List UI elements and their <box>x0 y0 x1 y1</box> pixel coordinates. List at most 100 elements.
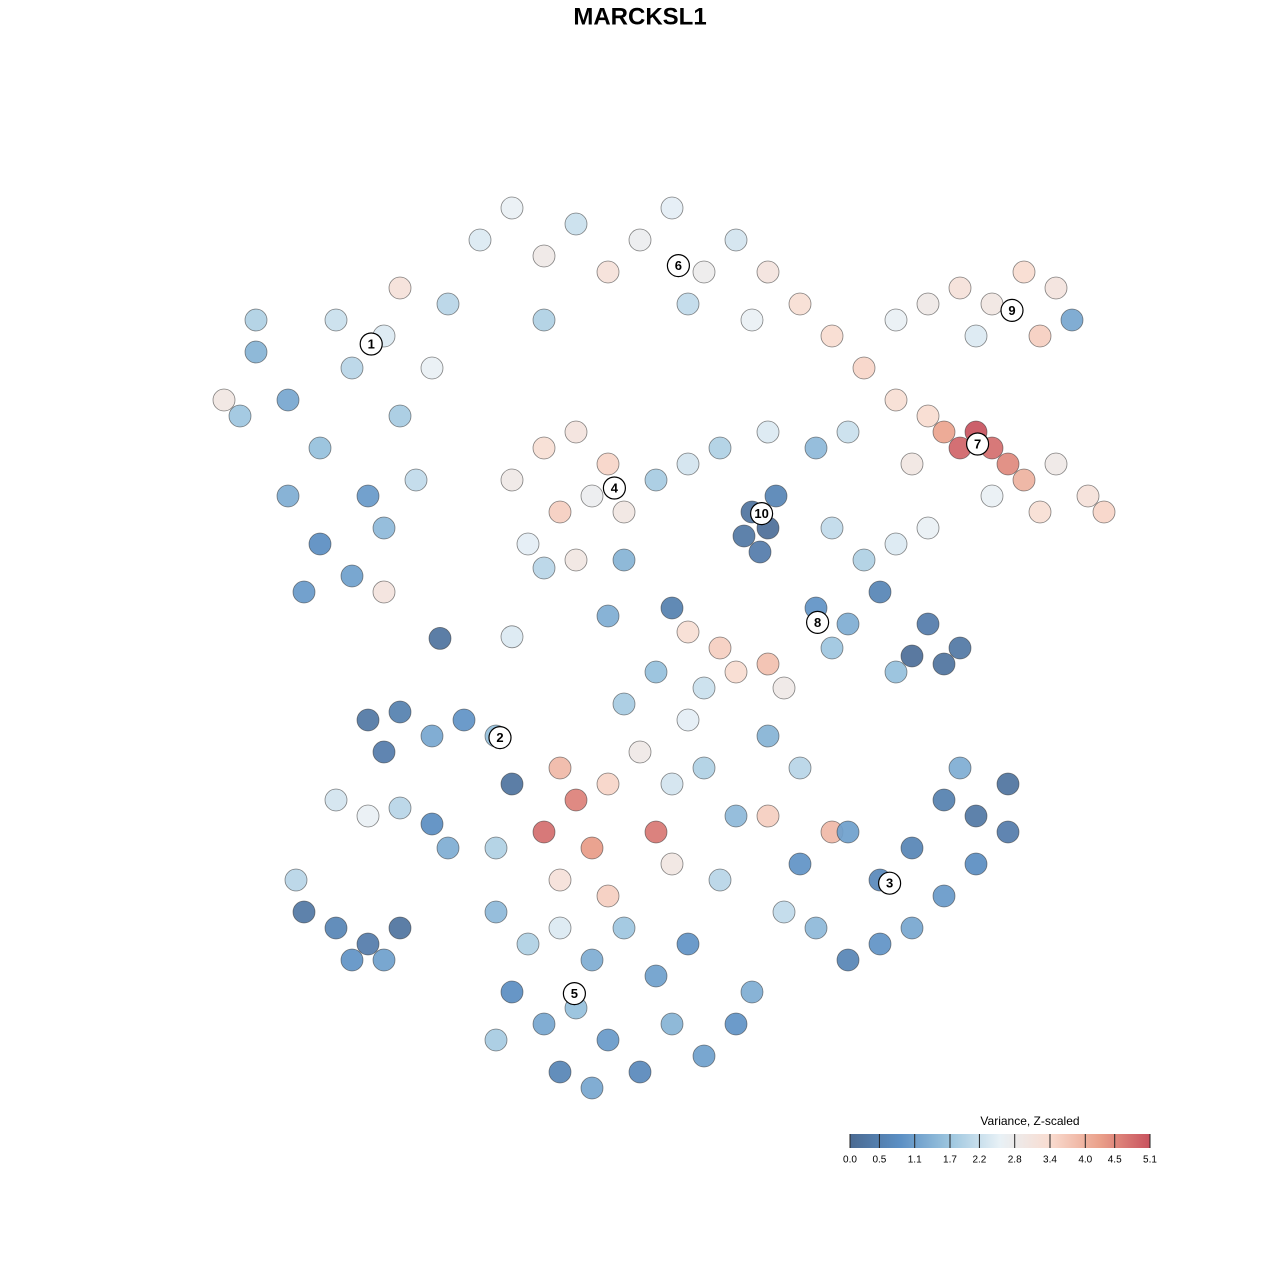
point <box>500 625 524 649</box>
point <box>964 324 988 348</box>
point <box>452 708 476 732</box>
point <box>356 932 380 956</box>
point <box>212 388 236 412</box>
point <box>692 260 716 284</box>
point <box>596 772 620 796</box>
chart-title: MARCKSL1 <box>573 3 706 30</box>
point <box>868 932 892 956</box>
cluster-label: 3 <box>877 871 902 895</box>
point <box>580 484 604 508</box>
point <box>708 868 732 892</box>
point <box>548 916 572 940</box>
point <box>404 468 428 492</box>
point <box>1028 324 1052 348</box>
point <box>676 452 700 476</box>
point <box>836 420 860 444</box>
cluster-label: 6 <box>666 254 691 278</box>
point <box>580 948 604 972</box>
point <box>724 660 748 684</box>
point <box>884 388 908 412</box>
cluster-label: 5 <box>562 981 587 1006</box>
point <box>500 468 524 492</box>
point <box>372 580 396 604</box>
point <box>964 804 988 828</box>
point <box>788 852 812 876</box>
point <box>644 820 668 844</box>
point <box>388 916 412 940</box>
cluster-text: 7 <box>974 436 981 451</box>
point <box>916 404 940 428</box>
point <box>692 756 716 780</box>
point <box>1060 308 1084 332</box>
point <box>708 636 732 660</box>
colorbar-tick-label: 2.8 <box>1008 1155 1022 1166</box>
point <box>436 836 460 860</box>
cluster-label: 7 <box>965 432 990 456</box>
point <box>772 900 796 924</box>
point <box>548 500 572 524</box>
point <box>324 308 348 332</box>
cluster-text: 2 <box>496 730 503 745</box>
point <box>388 700 412 724</box>
colorbar-tick-label: 3.4 <box>1043 1155 1057 1166</box>
cluster-badge <box>666 254 691 278</box>
point <box>500 772 524 796</box>
point <box>884 660 908 684</box>
point <box>900 916 924 940</box>
cluster-badge <box>562 981 587 1006</box>
point <box>692 676 716 700</box>
point <box>948 756 972 780</box>
point <box>756 804 780 828</box>
point <box>748 540 772 564</box>
cluster-text: 8 <box>814 615 821 630</box>
point <box>228 404 252 428</box>
colorbar-tick-label: 1.1 <box>908 1155 922 1166</box>
point <box>916 292 940 316</box>
point <box>564 212 588 236</box>
point <box>468 228 492 252</box>
point <box>596 604 620 628</box>
point <box>292 580 316 604</box>
point <box>820 636 844 660</box>
points <box>212 196 1116 1100</box>
point <box>756 420 780 444</box>
cluster-badge <box>749 501 774 526</box>
point <box>740 308 764 332</box>
point <box>660 196 684 220</box>
point <box>900 452 924 476</box>
colorbar-tick-label: 0.0 <box>843 1155 857 1166</box>
point <box>244 340 268 364</box>
point <box>932 420 956 444</box>
point <box>308 532 332 556</box>
point <box>804 916 828 940</box>
point <box>836 612 860 636</box>
point <box>420 724 444 748</box>
point <box>852 356 876 380</box>
point <box>420 356 444 380</box>
point <box>884 308 908 332</box>
point <box>732 524 756 548</box>
point <box>612 692 636 716</box>
point <box>388 796 412 820</box>
point <box>628 1060 652 1084</box>
point <box>660 852 684 876</box>
point <box>1076 484 1100 508</box>
point <box>996 772 1020 796</box>
point <box>516 932 540 956</box>
point <box>660 772 684 796</box>
point <box>772 676 796 700</box>
point <box>756 724 780 748</box>
point <box>532 1012 556 1036</box>
point <box>372 948 396 972</box>
cluster-text: 10 <box>754 506 768 521</box>
point <box>820 324 844 348</box>
cluster-text: 6 <box>675 258 682 273</box>
point <box>676 620 700 644</box>
cluster-label: 8 <box>805 610 830 635</box>
point <box>1044 276 1068 300</box>
point <box>340 356 364 380</box>
point <box>564 420 588 444</box>
cluster-label: 4 <box>602 476 627 500</box>
cluster-label: 9 <box>1000 298 1024 322</box>
